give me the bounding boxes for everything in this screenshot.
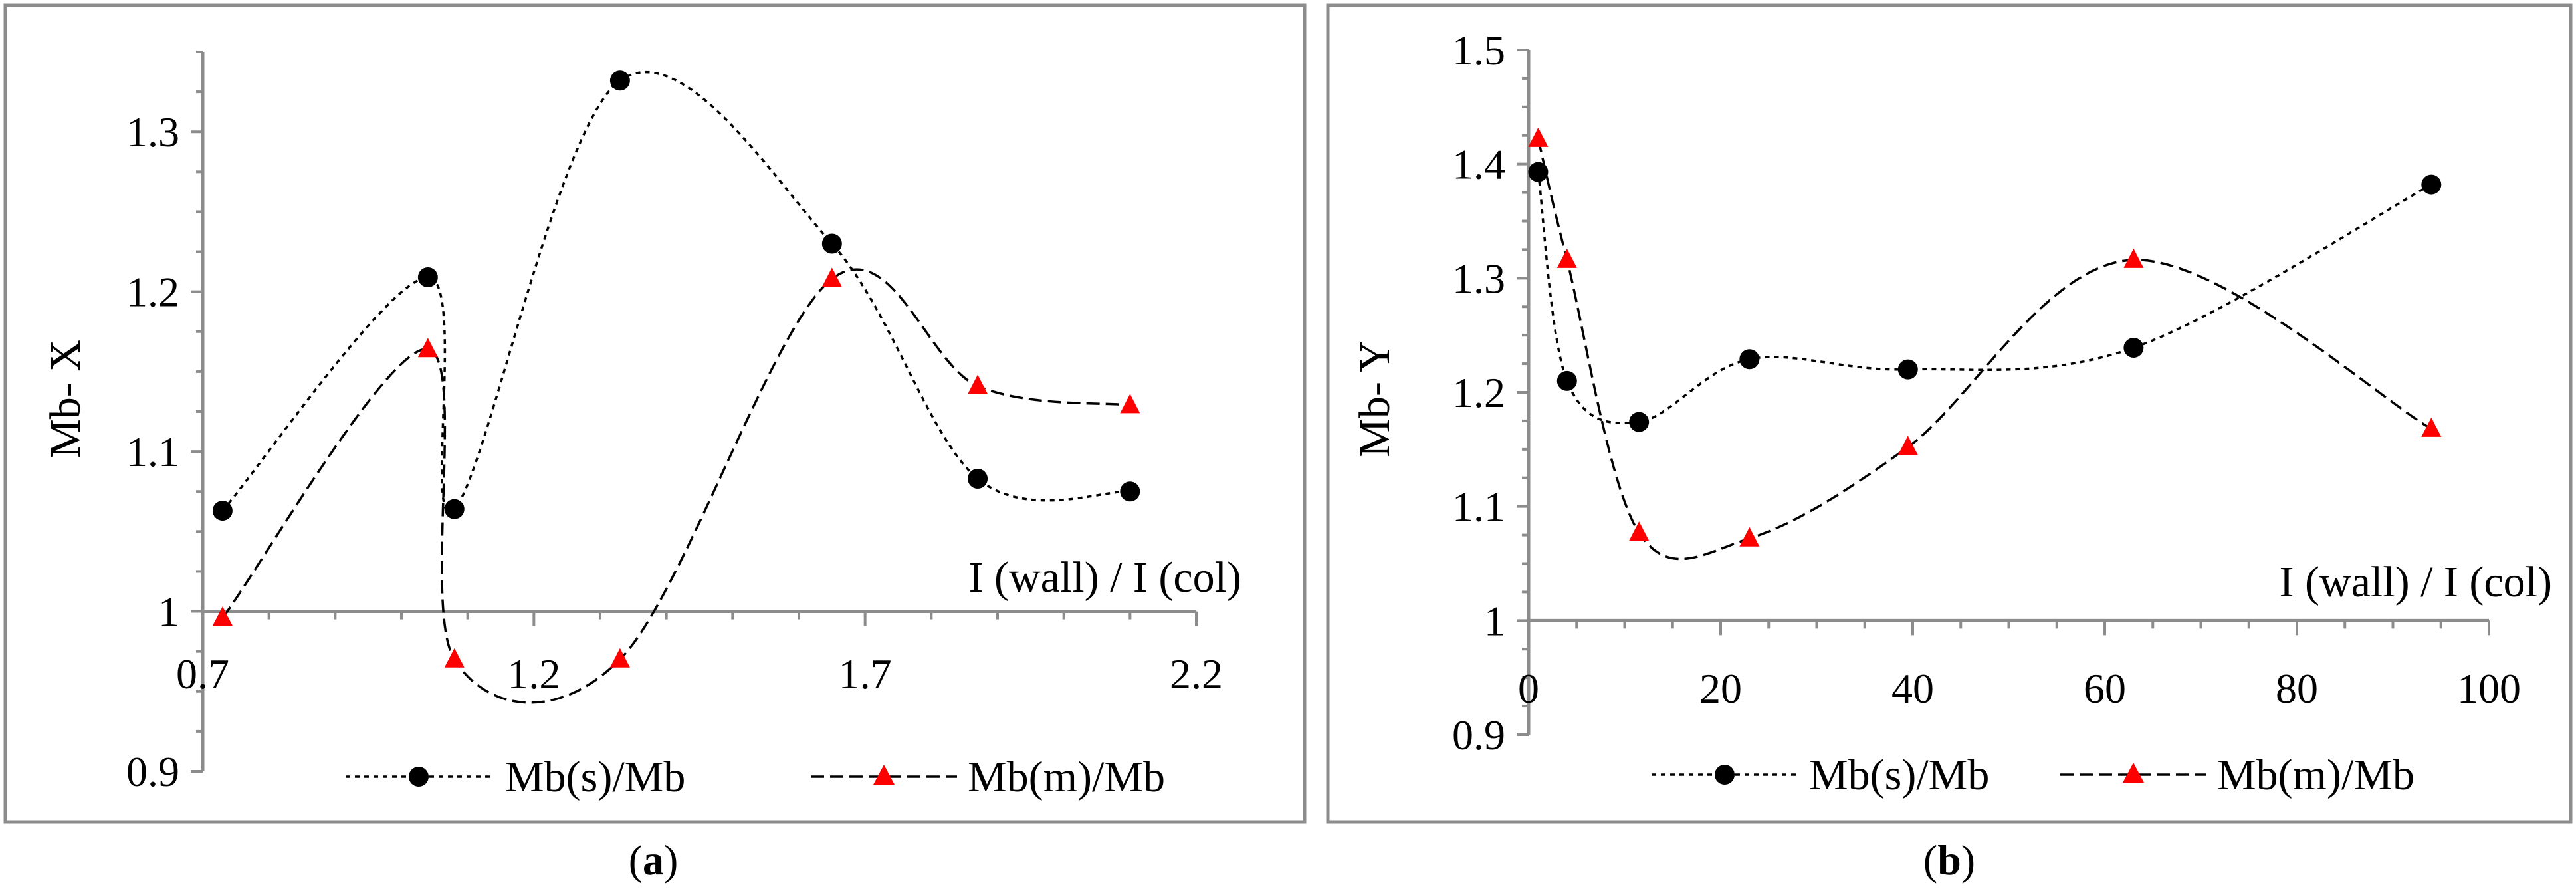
chart-a-caption: (a)	[629, 836, 679, 884]
chart-b-xtick-label: 60	[2084, 665, 2126, 712]
chart-a-ytick-label: 1.2	[126, 269, 179, 316]
chart-b-point-s	[2123, 338, 2144, 358]
chart-b-ytick-label: 1.5	[1452, 27, 1505, 74]
chart-a-ytick-label: 0.9	[126, 748, 179, 795]
chart-a-series-lines	[221, 70, 1130, 704]
chart-b-point-m	[1629, 521, 1650, 541]
chart-b-point-m	[1528, 127, 1549, 147]
chart-a-point-s	[821, 233, 842, 254]
chart-a-xtick-label: 2.2	[1170, 650, 1223, 698]
chart-a-point-m	[417, 338, 438, 358]
chart-a-frame	[3, 3, 1307, 824]
chart-a-legend-s-marker	[409, 767, 429, 787]
chart-b-point-m	[1739, 527, 1760, 547]
chart-a-xtick-labels: 0.7 1.2 1.7 2.2	[176, 650, 1223, 698]
chart-a-legend-m-label: Mb(m)/Mb	[968, 753, 1165, 801]
chart-b-series-lines	[1537, 138, 2432, 561]
chart-b-xtick-label: 100	[2457, 665, 2521, 712]
chart-a-xtick-label: 1.7	[839, 650, 892, 698]
chart-a-x-axis	[201, 610, 1198, 626]
chart-a-xtick-label: 0.7	[176, 650, 229, 698]
chart-b-point-s	[1528, 162, 1549, 182]
chart-a-ytick-label: 1.1	[126, 428, 179, 475]
chart-b: 0.9 1 1.1 1.2 1.3 1.4 1.5 0 20 40 60 80 100 Mb- Y I…	[1326, 3, 2573, 884]
chart-b-ytick-label: 1	[1484, 597, 1505, 644]
chart-b-series-line-s	[1537, 172, 2432, 425]
chart-b-legend-s-label: Mb(s)/Mb	[1809, 751, 1989, 799]
chart-a-markers	[212, 70, 1140, 668]
chart-a-series-line-s	[221, 70, 1130, 513]
chart-b-ytick-label: 1.1	[1452, 483, 1505, 531]
chart-a-point-m	[1120, 394, 1140, 414]
chart-b-xlabel: I (wall) / I (col)	[2280, 558, 2552, 606]
chart-a-legend-m-marker	[873, 765, 895, 785]
chart-a-ytick-label: 1.3	[126, 108, 179, 156]
chart-b-point-s	[1897, 359, 1918, 380]
chart-a-point-s	[609, 70, 630, 91]
chart-a-point-m	[968, 374, 988, 394]
chart-a-ytick-labels: 0.9 1 1.1 1.2 1.3	[126, 108, 179, 795]
chart-a-xtick-label: 1.2	[507, 650, 560, 698]
chart-a-series-line-m	[221, 268, 1130, 704]
chart-a: 0.9 1 1.1 1.2 1.3 0.7 1.2 1.7 2.2 Mb- X I (wall…	[3, 3, 1307, 884]
chart-b-legend: Mb(s)/Mb Mb(m)/Mb	[1652, 751, 2415, 799]
chart-b-xtick-label: 40	[1891, 665, 1934, 712]
chart-a-ytick-label: 1	[158, 588, 179, 636]
chart-b-xtick-label: 0	[1518, 665, 1539, 712]
chart-a-point-s	[1120, 481, 1140, 502]
chart-b-point-s	[1556, 370, 1577, 391]
chart-b-legend-s-marker	[1715, 765, 1735, 785]
chart-b-x-axis	[1527, 618, 2490, 636]
chart-a-point-s	[212, 501, 233, 521]
chart-a-ylabel: Mb- X	[41, 340, 90, 458]
chart-b-xtick-label: 20	[1699, 665, 1742, 712]
chart-b-ytick-label: 1.3	[1452, 255, 1505, 302]
chart-b-markers	[1528, 127, 2442, 547]
chart-a-point-m	[212, 606, 233, 626]
chart-b-ytick-label: 0.9	[1452, 711, 1505, 759]
chart-b-ylabel: Mb- Y	[1350, 340, 1399, 457]
chart-b-ytick-labels: 0.9 1 1.1 1.2 1.3 1.4 1.5	[1452, 27, 1505, 759]
chart-b-caption: (b)	[1923, 836, 1975, 884]
chart-b-legend-m-label: Mb(m)/Mb	[2217, 751, 2415, 799]
chart-b-point-m	[2123, 248, 2144, 268]
chart-a-caption-letter: a	[643, 836, 664, 884]
chart-a-legend: Mb(s)/Mb Mb(m)/Mb	[346, 753, 1165, 801]
chart-b-xtick-label: 80	[2276, 665, 2318, 712]
chart-a-point-m	[609, 648, 630, 668]
chart-b-point-m	[1556, 248, 1577, 268]
chart-b-caption-letter: b	[1937, 836, 1961, 884]
chart-b-frame	[1326, 3, 2573, 824]
chart-a-y-axis	[191, 51, 205, 773]
chart-a-point-s	[444, 499, 465, 519]
chart-a-legend-s-label: Mb(s)/Mb	[505, 753, 685, 801]
chart-b-ytick-label: 1.2	[1452, 369, 1505, 416]
chart-b-point-m	[2421, 417, 2442, 437]
chart-a-point-m	[444, 648, 465, 668]
chart-a-point-m	[821, 267, 842, 287]
chart-a-point-s	[968, 468, 988, 489]
chart-b-point-m	[1897, 436, 1918, 455]
chart-a-point-s	[417, 267, 438, 288]
chart-b-legend-m-marker	[2123, 763, 2144, 783]
chart-b-point-s	[2421, 174, 2442, 195]
chart-b-point-s	[1739, 349, 1760, 370]
chart-b-series-line-m	[1537, 138, 2432, 561]
chart-a-xlabel: I (wall) / I (col)	[969, 553, 1241, 602]
chart-b-ytick-label: 1.4	[1452, 141, 1505, 188]
chart-b-xtick-labels: 0 20 40 60 80 100	[1518, 665, 2521, 712]
chart-b-point-s	[1629, 412, 1650, 432]
